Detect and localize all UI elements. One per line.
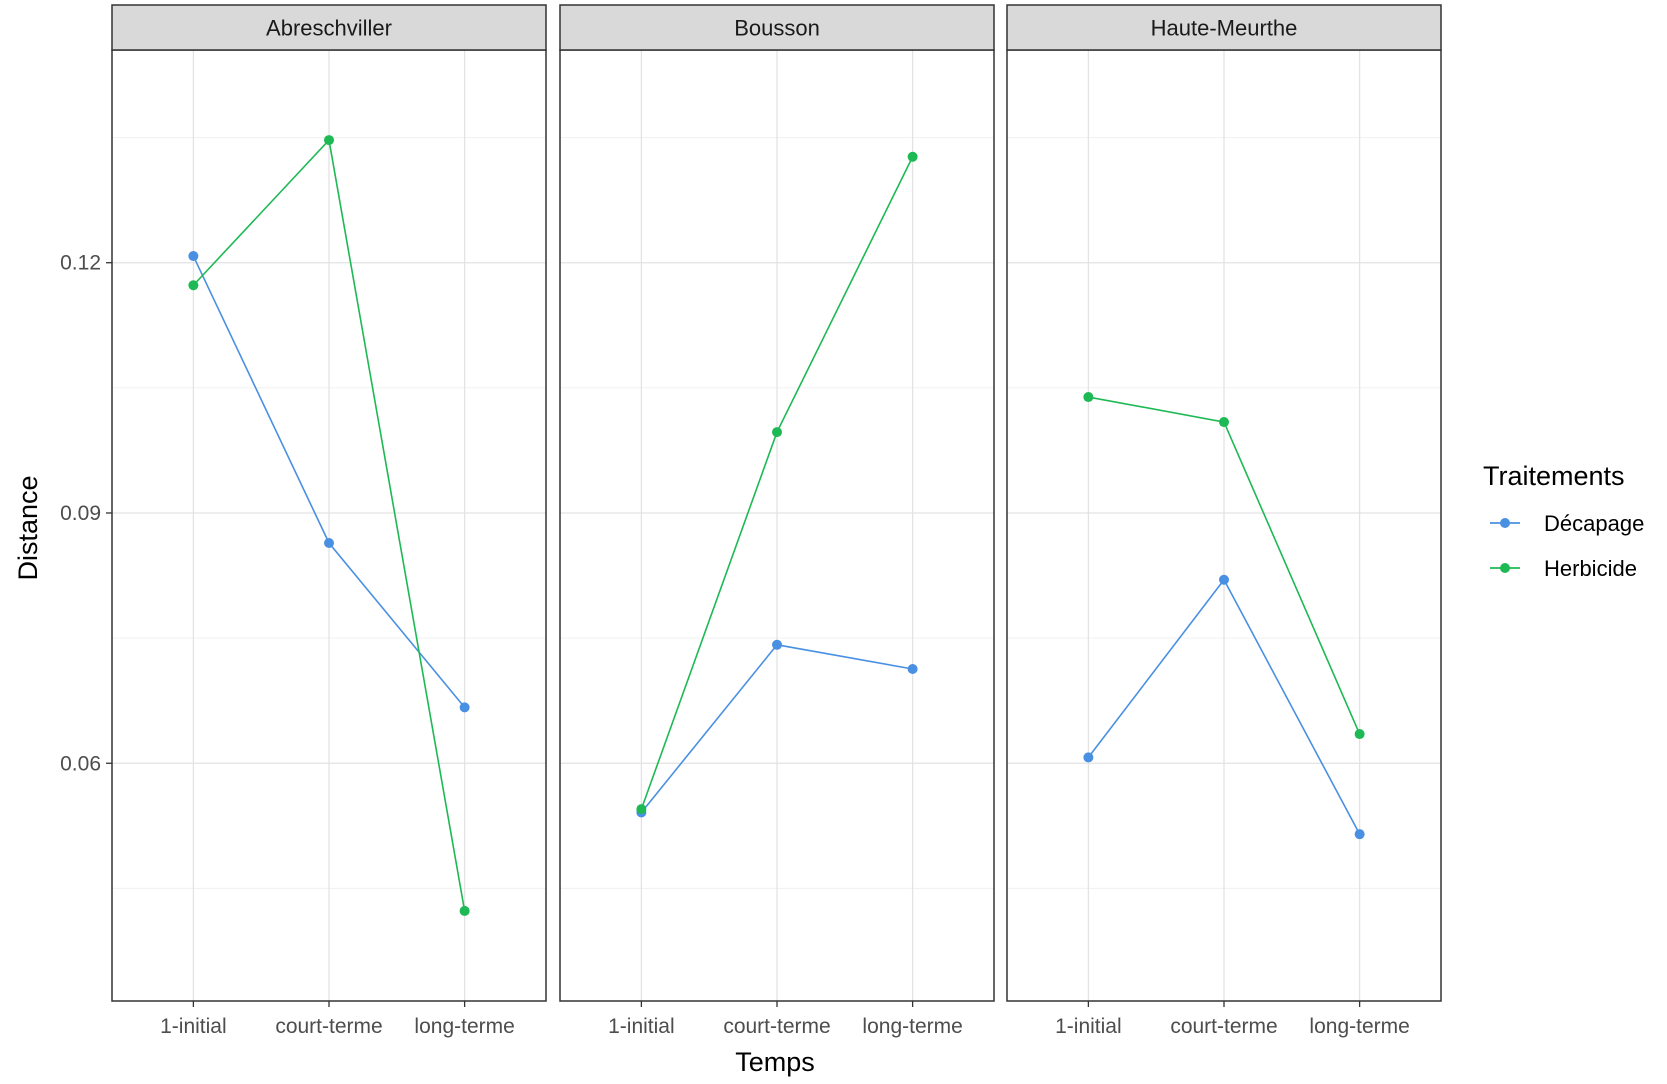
x-tick-label: court-terme — [723, 1015, 830, 1038]
data-point-d-capage — [1083, 752, 1094, 763]
legend-title: Traitements — [1483, 461, 1625, 491]
data-point-d-capage — [459, 702, 470, 713]
y-axis-title: Distance — [13, 475, 43, 580]
data-point-d-capage — [1354, 829, 1365, 840]
y-tick-label: 0.12 — [60, 252, 101, 275]
x-tick-label: 1-initial — [1055, 1015, 1122, 1038]
x-tick-label: long-terme — [414, 1015, 514, 1038]
legend: Traitements Décapage Herbicide — [1483, 461, 1644, 581]
x-tick-label: court-terme — [275, 1015, 382, 1038]
x-tick-label: long-terme — [1309, 1015, 1409, 1038]
data-point-herbicide — [459, 905, 470, 916]
data-point-herbicide — [1083, 392, 1094, 403]
y-axis: 0.06 0.09 0.12 — [60, 252, 112, 775]
x-tick-label: 1-initial — [608, 1015, 675, 1038]
panel-haute-meurthe: Haute-Meurthe 1-initial court-terme long-te… — [1006, 4, 1442, 1038]
panels: Abreschviller 1-initial court-terme long-te… — [111, 4, 1442, 1038]
x-tick-label: 1-initial — [160, 1015, 227, 1038]
facet-strip-label: Bousson — [734, 16, 820, 41]
panel-bousson: Bousson 1-initial court-terme long-terme — [559, 4, 995, 1038]
facet-strip — [111, 4, 547, 51]
facet-strip-label: Haute-Meurthe — [1151, 16, 1298, 41]
data-point-d-capage — [188, 251, 199, 262]
y-tick-label: 0.09 — [60, 502, 101, 525]
legend-label-herbicide: Herbicide — [1544, 556, 1637, 581]
facet-strip — [559, 4, 995, 51]
data-point-d-capage — [772, 639, 782, 650]
data-point-herbicide — [1354, 729, 1365, 740]
data-point-herbicide — [907, 151, 918, 162]
facet-strip-label: Abreschviller — [266, 16, 392, 41]
legend-key-point-d-capage — [1500, 518, 1510, 528]
data-point-herbicide — [188, 280, 199, 291]
y-tick-label: 0.06 — [60, 752, 101, 775]
data-point-d-capage — [1219, 574, 1229, 585]
data-point-herbicide — [636, 804, 647, 815]
legend-key-point-herbicide — [1500, 563, 1510, 573]
legend-label-d-capage: Décapage — [1544, 511, 1644, 536]
x-tick-label: long-terme — [862, 1015, 962, 1038]
data-point-herbicide — [772, 427, 782, 438]
data-point-d-capage — [907, 663, 918, 674]
data-point-herbicide — [324, 135, 334, 146]
data-point-d-capage — [324, 538, 334, 549]
facet-strip — [1006, 4, 1442, 51]
x-tick-label: court-terme — [1170, 1015, 1277, 1038]
x-axis-title: Temps — [735, 1047, 815, 1077]
panel-abreschviller: Abreschviller 1-initial court-terme long-te… — [111, 4, 547, 1038]
data-point-herbicide — [1219, 417, 1229, 428]
